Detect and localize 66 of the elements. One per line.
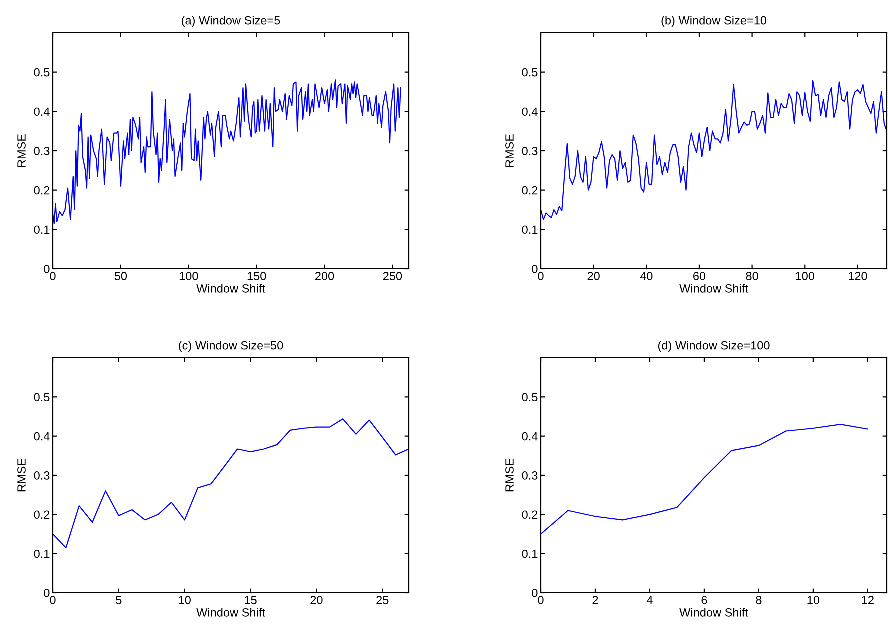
y-axis-title: RMSE: [506, 458, 514, 492]
x-axis-title: Window Shift: [680, 608, 748, 617]
x-tick-label: 20: [588, 272, 600, 280]
y-tick-label: 0: [44, 265, 50, 274]
y-tick-label: 0.4: [34, 432, 50, 441]
line-series: [541, 424, 868, 535]
y-axis-title: RMSE: [18, 134, 26, 168]
x-tick-label: 200: [316, 272, 334, 280]
y-tick-label: 0.5: [522, 68, 538, 77]
x-tick-label: 2: [592, 596, 598, 604]
x-tick-label: 0: [538, 272, 544, 280]
x-tick-label: 15: [245, 596, 257, 604]
x-tick-label: 100: [796, 272, 815, 280]
x-tick-label: 40: [640, 272, 653, 280]
x-axis-title: Window Shift: [196, 608, 266, 617]
y-tick-label: 0: [44, 589, 50, 598]
y-tick-label: 0: [532, 265, 538, 274]
x-axis-title: Window Shift: [196, 284, 266, 293]
x-tick-label: 0: [538, 596, 544, 604]
y-tick-label: 0.2: [522, 186, 538, 195]
chart-title: (c) Window Size=50: [179, 341, 284, 352]
x-tick-label: 8: [756, 596, 762, 604]
y-tick-label: 0.1: [522, 550, 538, 558]
y-tick-label: 0.4: [34, 108, 50, 116]
y-tick-label: 0.5: [34, 393, 50, 402]
chart-title: (d) Window Size=100: [658, 341, 770, 352]
y-tick-label: 0.2: [34, 510, 50, 520]
y-tick-label: 0.1: [34, 550, 50, 558]
x-tick-label: 12: [862, 596, 874, 604]
y-tick-label: 0.4: [522, 432, 538, 441]
x-tick-label: 25: [376, 596, 389, 604]
y-tick-label: 0.5: [34, 68, 50, 77]
x-tick-label: 80: [746, 272, 758, 280]
chart-title: (a) Window Size=5: [182, 16, 280, 28]
line-series: [53, 80, 402, 224]
line-series: [53, 418, 409, 549]
x-tick-label: 60: [694, 272, 706, 280]
y-tick-label: 0.1: [522, 226, 538, 234]
x-tick-label: 6: [702, 596, 708, 604]
y-tick-label: 0.3: [34, 472, 50, 480]
x-tick-label: 0: [50, 596, 56, 604]
y-tick-label: 0.1: [34, 226, 50, 234]
y-tick-label: 0.2: [34, 186, 50, 195]
y-tick-label: 0.4: [522, 108, 538, 116]
y-tick-label: 0.3: [34, 147, 50, 156]
x-tick-label: 50: [114, 272, 128, 280]
line-series: [541, 80, 887, 220]
y-axis-title: RMSE: [18, 458, 26, 492]
x-tick-label: 10: [179, 596, 191, 604]
x-tick-label: 4: [646, 596, 653, 604]
x-tick-label: 20: [310, 596, 323, 604]
x-tick-label: 150: [248, 272, 266, 280]
y-tick-label: 0.2: [522, 510, 538, 520]
chart-title: (b) Window Size=10: [662, 16, 767, 28]
y-tick-label: 0.5: [522, 393, 538, 402]
y-axis-title: RMSE: [506, 134, 514, 168]
x-tick-label: 5: [116, 596, 122, 604]
x-tick-label: 10: [808, 596, 820, 604]
x-tick-label: 250: [383, 272, 402, 280]
y-tick-label: 0.3: [522, 472, 538, 480]
y-tick-label: 0.3: [522, 147, 538, 156]
x-tick-label: 120: [849, 272, 868, 280]
y-tick-label: 0: [532, 589, 538, 598]
x-tick-label: 100: [180, 272, 198, 280]
x-axis-title: Window Shift: [680, 284, 748, 293]
x-tick-label: 0: [50, 272, 56, 280]
